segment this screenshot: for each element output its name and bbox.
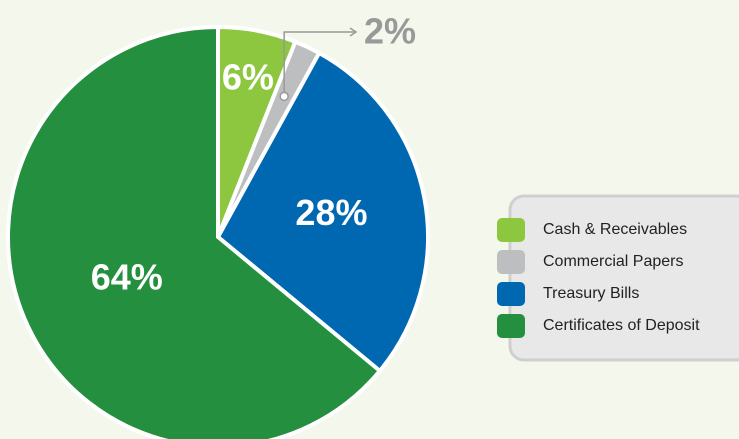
legend-box (508, 194, 739, 362)
value-label: 64% (91, 256, 163, 297)
value-label: 2% (364, 11, 416, 52)
value-label: 28% (295, 192, 367, 233)
legend-swatch (497, 250, 525, 274)
leader-line (283, 31, 356, 97)
value-label: 6% (222, 57, 274, 98)
legend-label: Certificates of Deposit (543, 317, 700, 334)
pie-slice (6, 24, 383, 439)
pie-slice (215, 50, 430, 374)
legend-swatch (497, 314, 525, 338)
legend-label: Treasury Bills (543, 285, 639, 302)
legend-swatch (497, 218, 525, 242)
legend-label: Cash & Receivables (543, 221, 687, 238)
leader-arrow (349, 27, 358, 37)
legend-label: Commercial Papers (543, 253, 683, 270)
leader-dot (279, 91, 289, 102)
legend-swatch (497, 282, 525, 306)
